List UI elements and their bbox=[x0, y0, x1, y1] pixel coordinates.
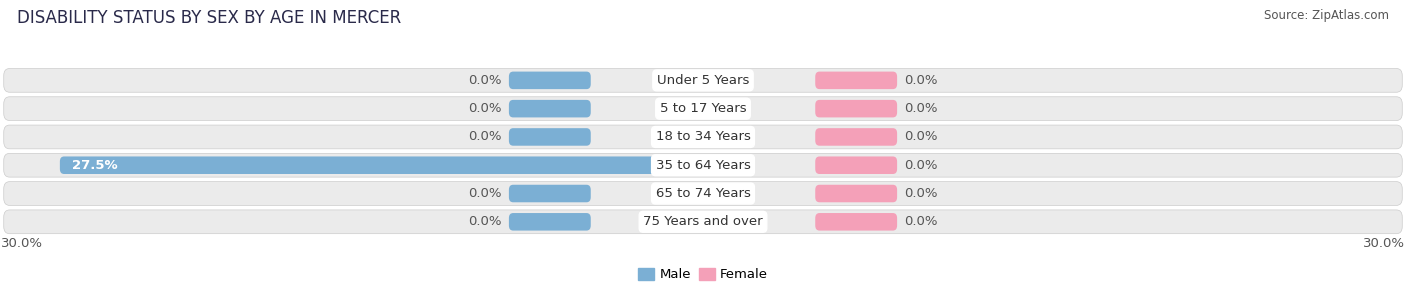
FancyBboxPatch shape bbox=[815, 156, 897, 174]
Text: 0.0%: 0.0% bbox=[468, 215, 502, 228]
Text: 0.0%: 0.0% bbox=[904, 131, 938, 143]
FancyBboxPatch shape bbox=[509, 213, 591, 231]
Text: Under 5 Years: Under 5 Years bbox=[657, 74, 749, 87]
FancyBboxPatch shape bbox=[509, 128, 591, 146]
Text: 35 to 64 Years: 35 to 64 Years bbox=[655, 159, 751, 172]
FancyBboxPatch shape bbox=[4, 69, 1402, 92]
FancyBboxPatch shape bbox=[60, 156, 703, 174]
Text: 0.0%: 0.0% bbox=[468, 102, 502, 115]
Text: 65 to 74 Years: 65 to 74 Years bbox=[655, 187, 751, 200]
Text: 0.0%: 0.0% bbox=[904, 187, 938, 200]
Text: 0.0%: 0.0% bbox=[904, 102, 938, 115]
FancyBboxPatch shape bbox=[509, 100, 591, 117]
FancyBboxPatch shape bbox=[4, 210, 1402, 234]
Text: 5 to 17 Years: 5 to 17 Years bbox=[659, 102, 747, 115]
Text: 30.0%: 30.0% bbox=[1362, 237, 1405, 250]
Text: 0.0%: 0.0% bbox=[468, 131, 502, 143]
Text: Source: ZipAtlas.com: Source: ZipAtlas.com bbox=[1264, 9, 1389, 22]
FancyBboxPatch shape bbox=[4, 182, 1402, 205]
FancyBboxPatch shape bbox=[815, 72, 897, 89]
Text: 0.0%: 0.0% bbox=[468, 187, 502, 200]
Text: 0.0%: 0.0% bbox=[904, 159, 938, 172]
FancyBboxPatch shape bbox=[509, 185, 591, 202]
Text: 0.0%: 0.0% bbox=[904, 215, 938, 228]
Text: 75 Years and over: 75 Years and over bbox=[643, 215, 763, 228]
FancyBboxPatch shape bbox=[815, 128, 897, 146]
FancyBboxPatch shape bbox=[4, 125, 1402, 149]
FancyBboxPatch shape bbox=[815, 213, 897, 231]
FancyBboxPatch shape bbox=[4, 153, 1402, 177]
Text: DISABILITY STATUS BY SEX BY AGE IN MERCER: DISABILITY STATUS BY SEX BY AGE IN MERCE… bbox=[17, 9, 401, 27]
Text: 0.0%: 0.0% bbox=[468, 74, 502, 87]
Text: 30.0%: 30.0% bbox=[1, 237, 44, 250]
FancyBboxPatch shape bbox=[815, 185, 897, 202]
Legend: Male, Female: Male, Female bbox=[633, 263, 773, 286]
Text: 18 to 34 Years: 18 to 34 Years bbox=[655, 131, 751, 143]
FancyBboxPatch shape bbox=[815, 100, 897, 117]
FancyBboxPatch shape bbox=[509, 72, 591, 89]
Text: 27.5%: 27.5% bbox=[72, 159, 117, 172]
Text: 0.0%: 0.0% bbox=[904, 74, 938, 87]
FancyBboxPatch shape bbox=[4, 97, 1402, 120]
